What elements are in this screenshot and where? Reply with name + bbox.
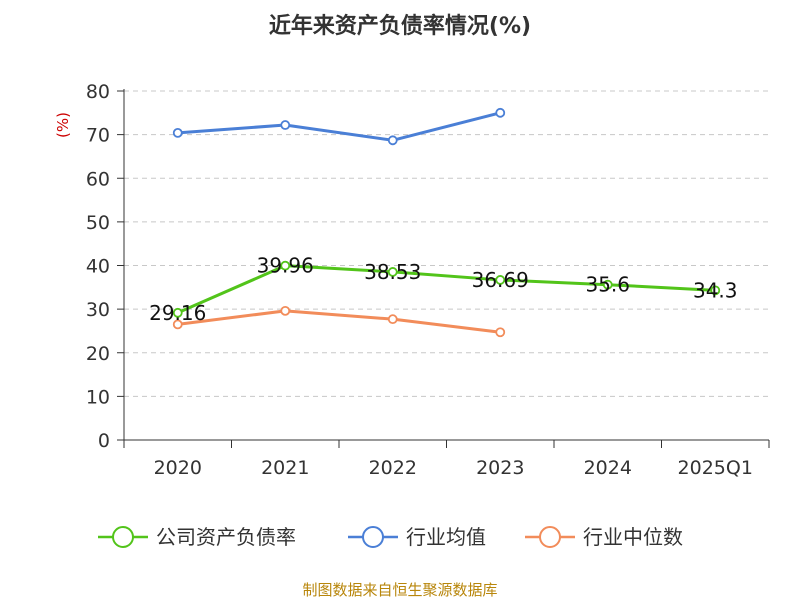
x-tick-label: 2022	[369, 457, 417, 479]
series-line-1	[177, 111, 501, 142]
legend: 公司资产负债率 行业均值 行业中位数	[98, 525, 683, 549]
data-label: 34.3	[693, 278, 738, 302]
data-label: 39.96	[257, 254, 314, 278]
data-point	[172, 319, 183, 330]
data-label: 35.6	[585, 273, 630, 297]
data-point	[280, 305, 291, 316]
data-label: 29.16	[149, 301, 206, 325]
x-tick-label: 2020	[154, 457, 202, 479]
data-point	[172, 127, 183, 138]
y-tick-label: 20	[86, 343, 110, 365]
data-label: 36.69	[472, 268, 529, 292]
data-point	[280, 260, 291, 271]
legend-marker	[539, 526, 561, 548]
y-tick-label: 40	[86, 256, 110, 278]
data-label: 38.53	[364, 260, 421, 284]
legend-label: 行业中位数	[583, 525, 683, 549]
legend-marker	[362, 526, 384, 548]
data-labels: 29.16 39.96 38.53 36.69 35.6 34.3	[149, 254, 737, 325]
legend-marker	[112, 526, 134, 548]
series-line-2	[177, 309, 501, 334]
data-point	[172, 307, 183, 318]
y-tick-label: 50	[86, 212, 110, 234]
x-tick-label: 2024	[584, 457, 632, 479]
y-tick-label: 70	[86, 125, 110, 147]
grid-lines	[124, 90, 769, 397]
source-note: 制图数据来自恒生聚源数据库	[302, 581, 497, 599]
x-tick-label: 2021	[261, 457, 309, 479]
legend-label: 公司资产负债率	[156, 525, 296, 549]
legend-label: 行业均值	[406, 525, 486, 549]
data-point	[710, 285, 721, 296]
y-axis-unit: (%)	[54, 112, 72, 138]
data-point	[495, 107, 506, 118]
data-point	[495, 327, 506, 338]
data-point	[602, 279, 613, 290]
data-point	[495, 275, 506, 285]
x-tick-label: 2023	[476, 457, 524, 479]
series-line-0	[177, 264, 716, 315]
data-point	[387, 135, 398, 146]
data-point	[280, 120, 291, 130]
y-tick-label: 60	[86, 168, 110, 190]
data-point	[387, 314, 398, 325]
chart-title: 近年来资产负债率情况(%)	[269, 13, 531, 39]
x-tick-label: 2025Q1	[678, 457, 753, 479]
y-tick-label: 30	[86, 299, 110, 321]
y-tick-label: 80	[86, 81, 110, 103]
data-point	[387, 267, 398, 277]
y-tick-label: 10	[86, 386, 110, 408]
series-group	[172, 107, 721, 338]
y-tick-label: 0	[98, 430, 110, 452]
axes: 0 10 20 30 40 50 60 70 80 2020 2021 2022 2023 2024 202…	[86, 81, 770, 479]
